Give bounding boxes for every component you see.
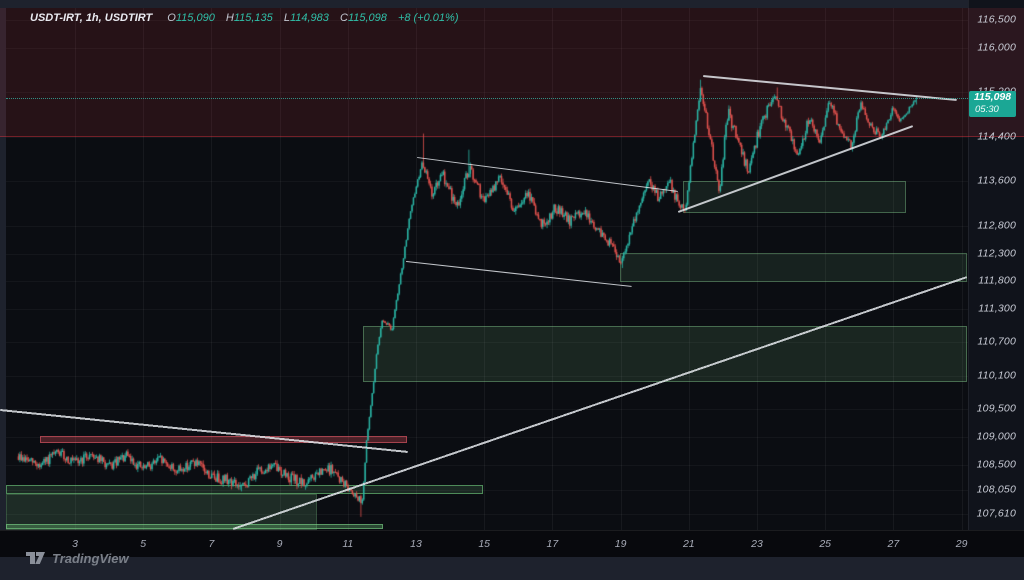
time-axis-label: 21	[682, 538, 695, 550]
symbol-title: USDT-IRT, 1h, USDTIRT	[30, 12, 153, 24]
price-axis-label: 108,500	[976, 458, 1016, 471]
time-axis[interactable]: 3 5 7 9 11 13 15 17 19 21 23 25 27 29	[0, 530, 1024, 557]
time-axis-label: 27	[887, 538, 900, 550]
time-axis-label: 15	[478, 538, 491, 550]
time-axis-label: 11	[342, 538, 354, 550]
price-axis-labels: 116,500116,000115,200114,400113,600112,8…	[968, 0, 1024, 530]
time-axis-label: 5	[140, 538, 147, 550]
price-axis-label: 116,000	[977, 41, 1016, 54]
close-value: 115,098	[347, 12, 387, 24]
high-label: H	[225, 12, 234, 24]
close-label: C	[339, 12, 348, 24]
time-axis-label: 7	[208, 538, 215, 550]
price-axis-label: 111,300	[978, 302, 1016, 315]
last-price-value: 115,098	[973, 91, 1012, 103]
price-axis-label: 112,800	[977, 219, 1016, 232]
price-axis-label: 111,800	[978, 274, 1016, 287]
price-axis-label: 109,000	[976, 430, 1016, 443]
price-axis-label: 116,500	[977, 13, 1016, 26]
candlestick-series-canvas[interactable]	[0, 0, 968, 530]
low-label: L	[283, 12, 290, 24]
price-axis-label: 112,300	[977, 246, 1016, 259]
last-price-label[interactable]: 115,098 05:30	[969, 91, 1016, 117]
time-axis-label: 25	[819, 538, 832, 550]
price-axis-label: 114,400	[977, 130, 1016, 143]
price-axis-label: 110,100	[977, 369, 1016, 382]
price-axis[interactable]	[968, 0, 1024, 530]
price-axis-label: 107,610	[976, 507, 1016, 520]
time-axis-label: 23	[751, 538, 763, 550]
high-value: 115,135	[233, 12, 273, 24]
change-value: +8 (+0.01%)	[397, 12, 459, 24]
watermark-brand-text: TradingView	[52, 551, 129, 566]
low-value: 114,983	[289, 12, 329, 24]
tradingview-watermark[interactable]: TradingView	[26, 551, 129, 566]
time-axis-label: 29	[955, 538, 968, 550]
time-axis-label: 3	[72, 538, 78, 550]
current-price-line	[6, 98, 968, 100]
time-axis-label: 9	[276, 538, 283, 550]
symbol-legend[interactable]: USDT-IRT, 1h, USDTIRT O115,090 H115,135 …	[30, 12, 459, 24]
price-axis-label: 108,050	[976, 483, 1016, 496]
tradingview-logo	[26, 551, 45, 564]
price-axis-label: 110,700	[977, 335, 1016, 348]
time-axis-label: 19	[614, 538, 627, 550]
time-axis-label: 17	[546, 538, 559, 550]
open-label: O	[167, 12, 176, 24]
time-axis-label: 13	[410, 538, 422, 550]
price-axis-label: 113,600	[977, 174, 1016, 187]
price-axis-label: 109,500	[976, 402, 1016, 415]
open-value: 115,090	[175, 12, 215, 24]
bar-close-countdown: 05:30	[975, 104, 999, 115]
